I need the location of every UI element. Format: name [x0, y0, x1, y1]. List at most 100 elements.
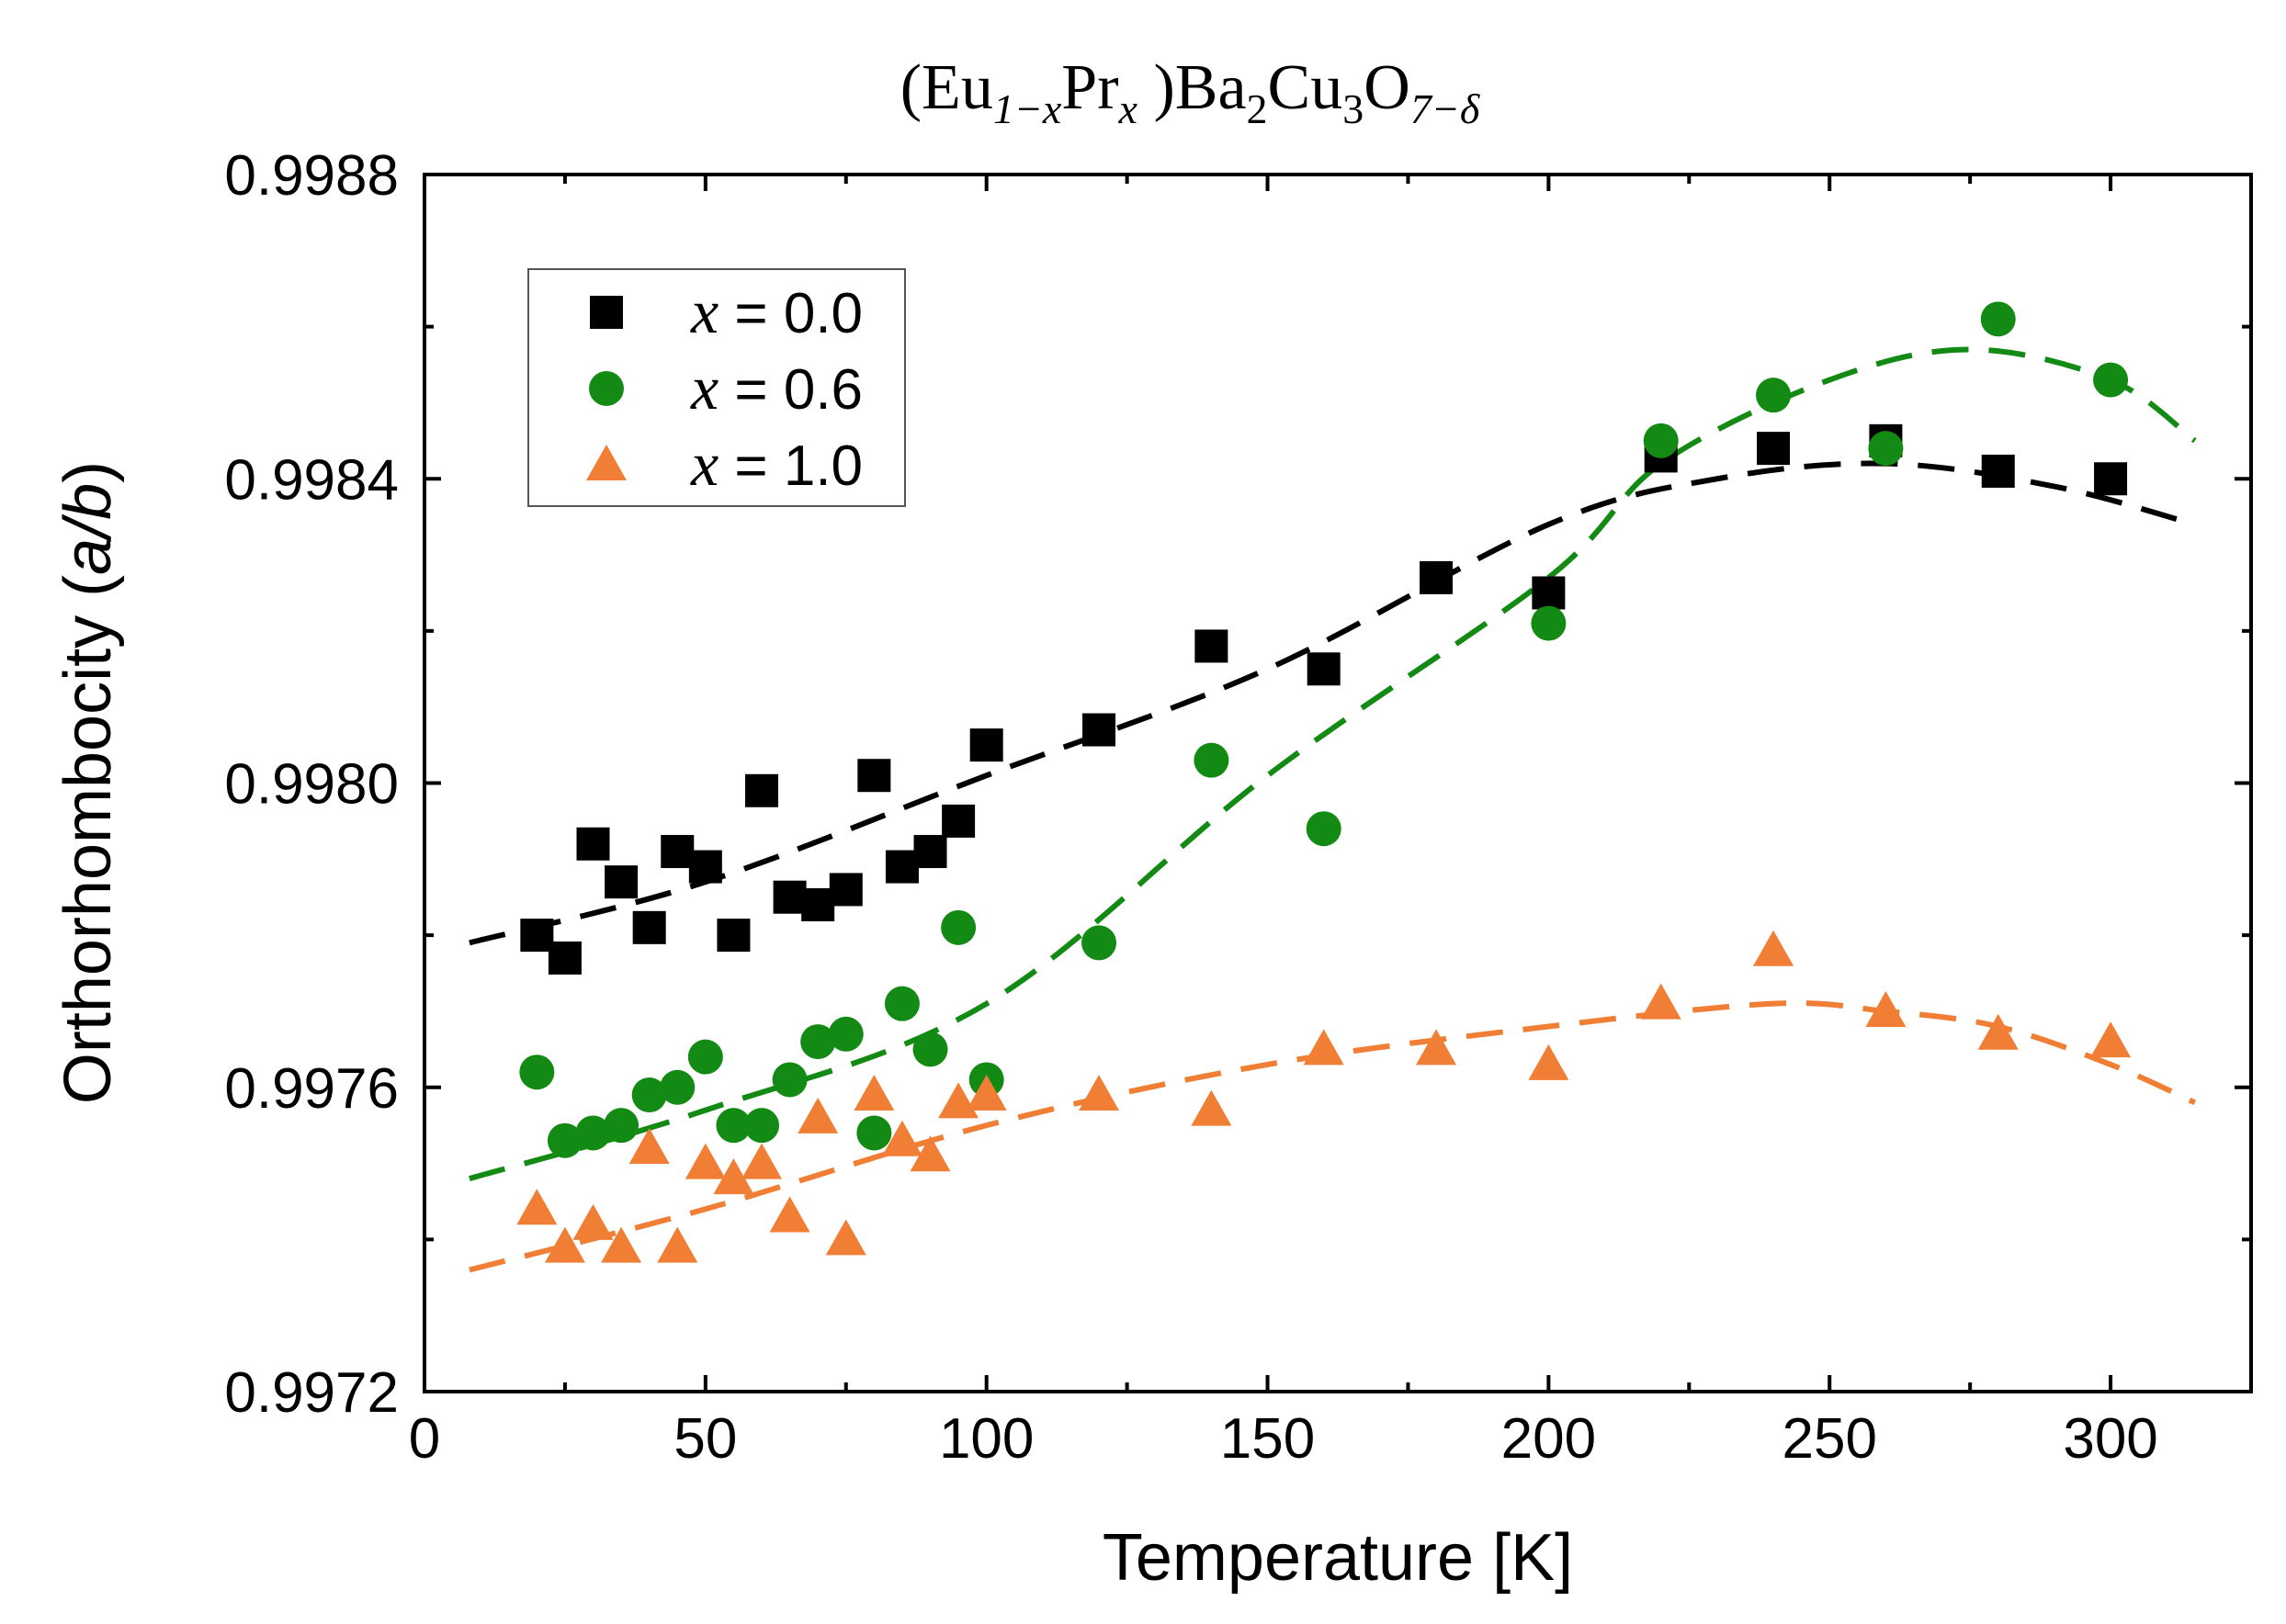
data-point-0-8: [745, 773, 779, 807]
data-point-0-25: [1981, 454, 2015, 488]
data-point-0-3: [605, 865, 639, 899]
legend-items: x = 0.0x = 0.6x = 1.0: [586, 276, 863, 499]
chart-title: (Eu1−xPrx )Ba2Cu3O7−δ: [900, 52, 1480, 132]
data-point-0-16: [969, 728, 1003, 762]
y-tick-label-4: 0.9988: [224, 144, 399, 208]
data-point-1-20: [1531, 605, 1567, 641]
y-tick-label-3: 0.9984: [224, 448, 399, 512]
data-point-1-19: [1306, 811, 1341, 847]
data-point-0-26: [2094, 462, 2128, 496]
data-point-0-20: [1420, 560, 1454, 594]
y-tick-label-1: 0.9976: [224, 1057, 399, 1121]
data-point-2-21: [1528, 1043, 1569, 1080]
y-tick-label-0: 0.9972: [224, 1361, 399, 1425]
data-point-0-4: [632, 910, 666, 944]
data-point-2-17: [1079, 1075, 1120, 1111]
data-point-0-0: [520, 919, 554, 953]
data-point-2-3: [601, 1226, 642, 1263]
data-point-1-13: [884, 986, 920, 1021]
data-point-1-1: [547, 1122, 583, 1158]
data-point-1-9: [772, 1062, 808, 1098]
data-point-1-2: [575, 1115, 611, 1151]
data-point-0-6: [688, 850, 722, 884]
data-point-0-23: [1757, 432, 1791, 466]
data-point-0-2: [576, 827, 610, 861]
data-point-1-6: [687, 1039, 723, 1075]
fit-curve-0: [469, 460, 2196, 946]
data-point-0-7: [717, 919, 751, 953]
legend-label-1: x = 0.6: [690, 353, 863, 423]
data-point-2-18: [1191, 1089, 1232, 1126]
data-point-2-6: [685, 1143, 726, 1179]
data-point-0-13: [885, 850, 919, 884]
y-tick-label-2: 0.9980: [224, 753, 399, 817]
data-point-2-25: [1977, 1013, 2019, 1050]
data-point-0-21: [1532, 576, 1566, 610]
data-point-2-14: [910, 1135, 951, 1172]
data-point-2-0: [516, 1189, 558, 1225]
data-point-2-19: [1303, 1029, 1344, 1066]
data-point-2-7: [713, 1158, 754, 1195]
x-tick-label-3: 150: [1220, 1407, 1315, 1471]
x-axis-label: Temperature [K]: [1103, 1521, 1573, 1595]
data-point-1-14: [912, 1032, 948, 1067]
data-point-2-9: [769, 1196, 810, 1233]
x-tick-label-1: 50: [673, 1407, 737, 1471]
data-point-2-22: [1640, 983, 1681, 1020]
x-tick-labels: 0 50 100 150 200 250 300: [409, 1407, 2158, 1471]
x-tick-label-0: 0: [409, 1407, 440, 1471]
y-axis-label: Orthorhombocity (a/b): [51, 461, 125, 1104]
data-point-2-1: [544, 1226, 585, 1263]
data-point-0-5: [661, 835, 695, 869]
data-point-1-5: [660, 1069, 696, 1105]
data-point-1-0: [519, 1054, 555, 1090]
data-point-1-23: [1868, 431, 1904, 467]
legend-label-2: x = 1.0: [690, 429, 863, 499]
data-point-1-12: [856, 1115, 892, 1151]
data-point-2-26: [2090, 1021, 2132, 1058]
data-point-1-7: [716, 1108, 752, 1144]
data-point-2-10: [798, 1097, 839, 1133]
data-point-1-25: [2093, 362, 2129, 398]
data-point-0-14: [913, 835, 947, 869]
x-tick-label-6: 300: [2063, 1407, 2157, 1471]
data-point-1-3: [604, 1108, 639, 1144]
data-point-0-19: [1307, 652, 1341, 686]
data-point-1-15: [941, 909, 977, 945]
data-point-0-1: [548, 941, 582, 975]
y-tick-labels: 0.9972 0.9976 0.9980 0.9984 0.9988: [224, 144, 399, 1425]
legend-marker-1: [589, 371, 624, 406]
data-point-0-10: [801, 888, 835, 921]
legend-marker-0: [590, 296, 623, 329]
x-tick-label-4: 200: [1501, 1407, 1596, 1471]
data-point-1-4: [631, 1077, 667, 1113]
x-tick-label-5: 250: [1782, 1407, 1877, 1471]
data-point-1-11: [828, 1016, 864, 1052]
data-point-2-12: [854, 1075, 895, 1111]
data-point-0-9: [773, 880, 807, 914]
data-point-2-16: [966, 1075, 1007, 1111]
data-markers: [516, 301, 2132, 1263]
data-point-2-11: [825, 1219, 866, 1256]
data-point-0-15: [942, 804, 976, 838]
data-point-2-20: [1416, 1029, 1457, 1066]
data-point-2-4: [628, 1128, 670, 1164]
x-tick-label-2: 100: [939, 1407, 1034, 1471]
data-point-1-8: [744, 1108, 780, 1144]
data-point-1-24: [1980, 301, 2016, 337]
data-point-1-18: [1194, 742, 1229, 778]
data-point-2-23: [1753, 930, 1794, 966]
data-point-0-18: [1194, 629, 1228, 663]
data-point-0-12: [857, 759, 891, 793]
data-point-2-2: [572, 1203, 614, 1240]
data-point-2-5: [657, 1226, 698, 1263]
data-point-2-13: [881, 1120, 922, 1156]
data-point-1-10: [800, 1024, 836, 1060]
legend: x = 0.0x = 0.6x = 1.0: [527, 268, 906, 507]
data-point-2-8: [741, 1143, 783, 1179]
data-point-1-22: [1756, 378, 1792, 413]
data-point-0-17: [1082, 713, 1116, 747]
legend-label-0: x = 0.0: [690, 276, 863, 346]
legend-marker-2: [586, 445, 627, 480]
